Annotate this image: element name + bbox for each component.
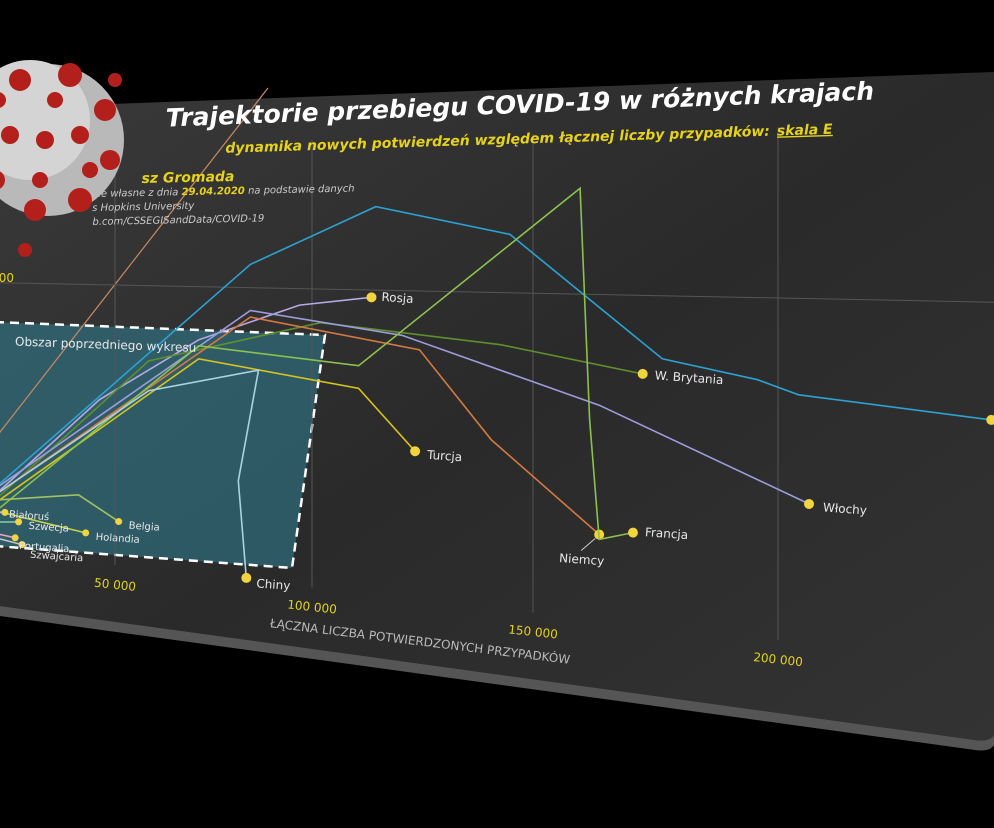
series-line	[0, 493, 120, 523]
series-line	[0, 357, 416, 501]
grid	[0, 127, 994, 641]
series-label: Rosja	[381, 290, 414, 306]
end-point	[804, 498, 815, 509]
series-line	[0, 511, 86, 534]
series-line	[0, 369, 260, 578]
end-point	[627, 527, 638, 538]
series-label: Francja	[645, 525, 689, 542]
series-label: Belgia	[128, 521, 160, 534]
series-label: W. Brytania	[654, 368, 724, 387]
end-point	[637, 368, 648, 379]
x-tick-label: 100 000	[287, 597, 338, 616]
x-tick-label: 150 000	[508, 622, 559, 641]
grid-line	[0, 282, 994, 303]
end-point	[986, 414, 994, 425]
source-line: s Hopkins University	[92, 201, 195, 214]
end-point	[15, 518, 23, 526]
end-point	[82, 529, 90, 537]
end-point	[1, 508, 9, 516]
box-label: Obszar poprzedniego wykresu	[15, 335, 197, 355]
source-line: b.com/CSSEGISandData/COVID-19	[92, 213, 264, 228]
y-tick-label: 000	[0, 271, 14, 285]
series-line	[0, 309, 810, 505]
end-point	[241, 572, 252, 583]
series-line	[0, 205, 992, 485]
source-text: na podstawie danych	[248, 184, 355, 197]
series-line	[0, 296, 372, 492]
source-text: nie własne z dnia	[92, 187, 179, 200]
chart-panel	[0, 72, 994, 741]
end-point	[11, 534, 19, 542]
series-label: Szwajcaria	[30, 550, 84, 565]
end-point	[18, 541, 26, 549]
series-line	[0, 316, 600, 536]
lines	[0, 186, 994, 583]
series-label: Białoruś	[8, 508, 49, 523]
previous-area-box	[0, 320, 327, 570]
x-tick-label: 200 000	[753, 650, 804, 669]
source-block: sz Gromada nie własne z dnia 29.04.2020 …	[92, 169, 355, 228]
leader-line	[580, 538, 596, 551]
subtitle-link[interactable]: skala E	[777, 122, 834, 140]
end-point	[410, 446, 421, 457]
source-line: nie własne z dnia 29.04.2020 na podstawi…	[92, 184, 355, 201]
virus-image	[0, 60, 124, 257]
series-line	[0, 186, 634, 541]
series-line	[0, 538, 23, 546]
end-point	[115, 518, 123, 526]
end-point	[366, 292, 377, 303]
panel-edge	[0, 606, 994, 751]
source-date: 29.04.2020	[181, 186, 245, 198]
series-label: Portugalia	[19, 541, 70, 555]
series-line	[0, 533, 16, 539]
series-label: Turcja	[426, 448, 463, 464]
reference-line	[0, 87, 269, 434]
series-label: Włochy	[823, 500, 868, 517]
series-label: Szwecja	[28, 521, 69, 535]
series-label: Chiny	[256, 576, 291, 592]
series-label: Niemcy	[559, 551, 605, 568]
author: sz Gromada	[141, 169, 234, 187]
series-label: Holandia	[95, 532, 140, 546]
x-tick-label: 50 000	[93, 576, 136, 594]
